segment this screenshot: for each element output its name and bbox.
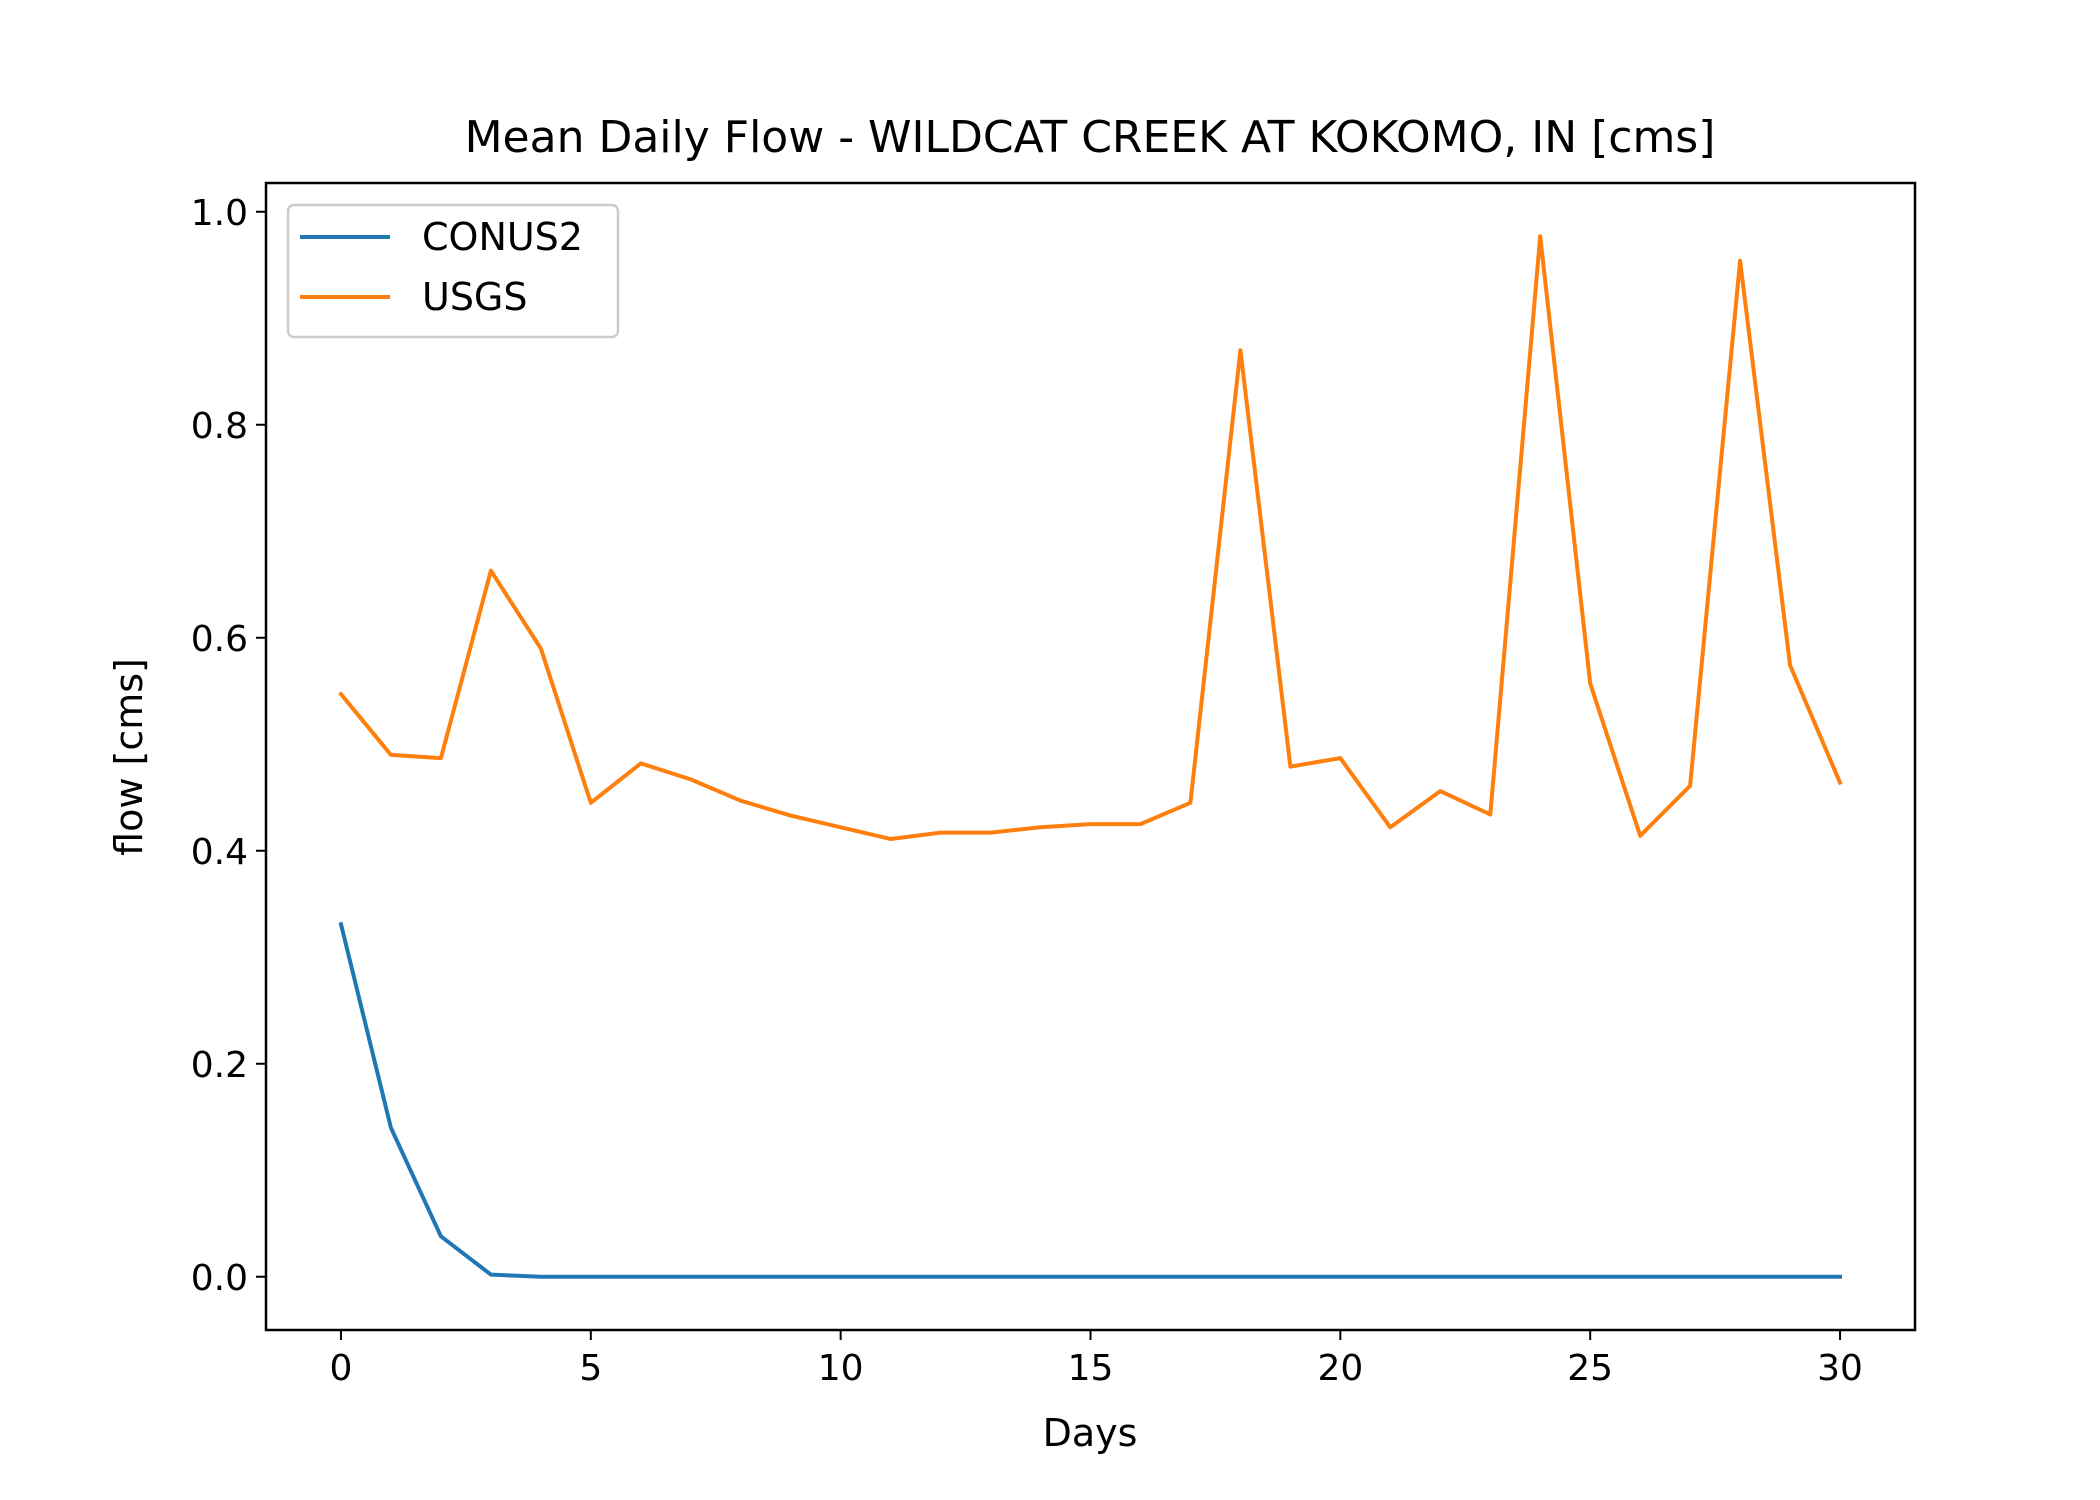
legend-label-usgs: USGS — [422, 275, 528, 319]
y-tick-label: 0.4 — [191, 832, 248, 873]
x-tick-label: 5 — [579, 1348, 602, 1389]
chart-title: Mean Daily Flow - WILDCAT CREEK AT KOKOM… — [465, 112, 1716, 163]
legend: CONUS2 USGS — [286, 203, 620, 339]
series-line-usgs — [338, 234, 1843, 841]
plot-area — [266, 183, 1915, 1330]
legend-label-conus2: CONUS2 — [422, 215, 583, 259]
x-tick-label: 15 — [1068, 1348, 1114, 1389]
plot-frame — [264, 181, 1917, 1332]
y-axis-label: flow [cms] — [107, 658, 151, 856]
y-tick-label: 1.0 — [191, 193, 248, 234]
x-axis: 0 5 10 15 20 25 30 — [330, 1330, 1863, 1389]
series-group — [338, 234, 1843, 1279]
y-tick-label: 0.8 — [191, 406, 248, 447]
y-axis: 0.0 0.2 0.4 0.6 0.8 1.0 — [191, 193, 266, 1299]
x-tick-label: 30 — [1817, 1348, 1863, 1389]
x-axis-label: Days — [1043, 1411, 1138, 1455]
y-tick-label: 0.0 — [191, 1258, 248, 1299]
x-tick-label: 25 — [1567, 1348, 1613, 1389]
series-line-conus2 — [338, 921, 1842, 1279]
y-tick-label: 0.6 — [191, 619, 248, 660]
x-tick-label: 10 — [818, 1348, 864, 1389]
x-tick-label: 0 — [330, 1348, 353, 1389]
x-tick-label: 20 — [1317, 1348, 1363, 1389]
y-tick-label: 0.2 — [191, 1045, 248, 1086]
